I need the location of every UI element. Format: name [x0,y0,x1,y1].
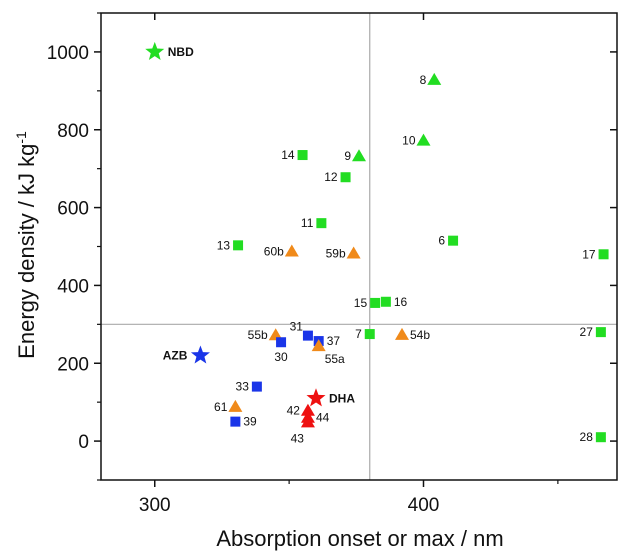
x-tick-label: 400 [408,495,440,516]
point-11-square [316,218,327,229]
point-60b-triangle [284,244,299,257]
point-13-square [233,240,244,251]
point-27-square [595,327,606,338]
point-39-square [230,416,241,427]
point-33-label: 33 [236,380,250,394]
x-tick-label: 300 [139,495,171,516]
point-17-square [598,249,609,260]
point-11-label: 11 [301,216,314,230]
point-azb-label: AZB [163,348,188,362]
point-55b-triangle [268,328,283,341]
y-tick-label: 800 [57,121,89,142]
point-8-triangle [427,72,442,85]
point-9-label: 9 [344,149,351,163]
point-55a-label: 55a [325,352,345,366]
point-55b-label: 55b [248,328,268,342]
y-tick-label: 200 [57,354,89,375]
point-42-triangle [300,403,315,416]
point-6-label: 6 [438,234,445,248]
point-10-label: 10 [402,134,416,148]
point-16-square [380,296,391,307]
point-31-square [302,330,313,341]
point-7-label: 7 [355,327,362,341]
point-60b-label: 60b [264,245,284,259]
point-59b-label: 59b [326,247,346,261]
point-15-label: 15 [354,296,368,310]
point-azb-star [190,345,210,364]
y-tick-label: 0 [78,432,89,453]
point-28-square [595,432,606,443]
point-55a-triangle [311,339,326,352]
axes: 0 200 400 600 800 1000 300 400 [47,12,618,516]
point-31-label: 31 [290,320,304,334]
point-28-label: 28 [580,430,594,444]
y-axis-title-superscript: -1 [13,131,29,144]
point-7-square [364,329,375,340]
x-axis-title: Absorption onset or max / nm [216,526,503,551]
point-14-square [297,150,308,161]
point-labels: NBD 8 10 14 9 12 11 6 13 60b 59b 17 15 16 7 54b 27 55b 30 3… [163,45,596,445]
point-14-label: 14 [281,148,295,162]
point-9-triangle [352,149,366,162]
point-15-square [370,297,381,308]
point-43-triangle [300,415,315,428]
point-12-square [340,172,351,183]
point-44-label: 44 [316,411,330,425]
point-37-label: 37 [327,334,341,348]
point-6-square [448,235,459,246]
y-tick-label: 400 [57,276,89,297]
point-43-label: 43 [291,431,305,445]
point-dha-label: DHA [329,391,355,405]
point-61-triangle [228,399,243,412]
point-42-label: 42 [287,404,301,418]
point-17-label: 17 [582,247,596,261]
point-27-label: 27 [580,325,594,339]
y-axis-title: Energy density / kJ kg-1 [13,131,39,359]
point-33-square [251,381,262,392]
reference-lines [101,13,617,480]
point-nbd-label: NBD [168,45,194,59]
point-30-square [276,337,287,348]
point-12-label: 12 [324,170,338,184]
y-tick-label: 1000 [47,43,89,64]
point-59b-triangle [346,246,361,259]
y-tick-label: 600 [57,199,89,220]
y-axis-title-base: Energy density / kJ kg [14,144,39,359]
point-61-label: 61 [214,400,228,414]
point-nbd-star [145,41,165,61]
point-dha-star [306,388,326,407]
point-54b-triangle [395,327,409,340]
data-points [145,41,609,443]
point-54b-label: 54b [410,328,430,342]
point-30-label: 30 [274,350,288,364]
point-13-label: 13 [217,238,231,252]
point-10-triangle [416,133,431,146]
point-39-label: 39 [243,415,257,429]
plot-frame [100,12,618,481]
point-8-label: 8 [420,73,427,87]
point-16-label: 16 [394,295,408,309]
